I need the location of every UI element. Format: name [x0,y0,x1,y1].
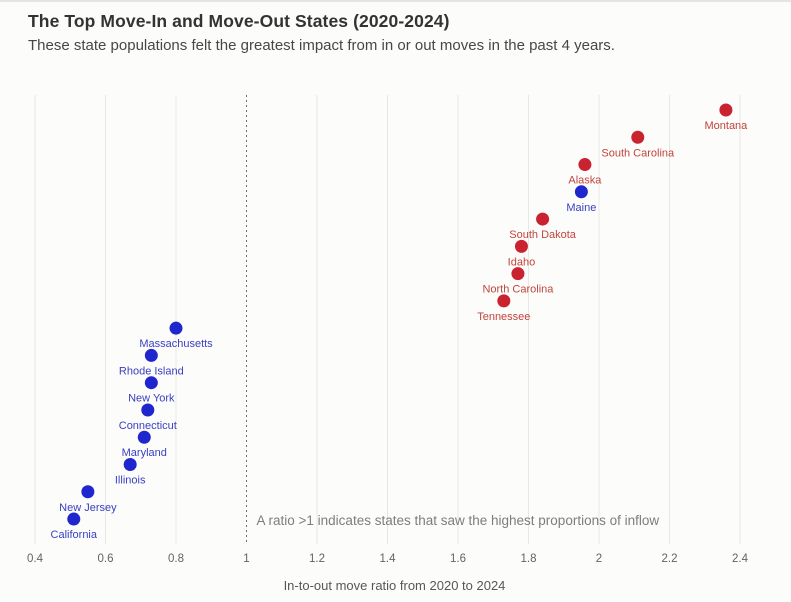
x-tick-label: 1.8 [521,553,537,565]
data-label-illinois: Illinois [115,475,146,487]
data-point-new-jersey [81,485,95,499]
data-label-connecticut: Connecticut [119,420,177,432]
data-label-alaska: Alaska [568,175,602,187]
x-tick-label: 0.6 [98,553,114,565]
data-label-north-carolina: North Carolina [482,284,554,296]
x-tick-label: 1.2 [309,553,325,565]
data-label-south-carolina: South Carolina [601,147,675,159]
data-point-south-dakota [536,212,550,226]
data-point-south-carolina [631,130,645,144]
x-tick-label: 2.4 [732,553,749,565]
x-tick-label: 0.8 [168,553,184,565]
x-axis-title: In-to-out move ratio from 2020 to 2024 [284,578,506,593]
x-tick-label: 1 [243,553,249,565]
data-label-south-dakota: South Dakota [509,229,577,241]
data-label-new-jersey: New Jersey [59,502,117,514]
data-point-idaho [514,239,528,253]
data-label-maryland: Maryland [122,447,167,459]
page-title: The Top Move-In and Move-Out States (202… [28,11,450,31]
x-tick-label: 0.4 [27,553,44,565]
data-label-new-york: New York [128,393,175,405]
data-label-massachusetts: Massachusetts [139,338,213,350]
x-tick-label: 1.4 [380,553,397,565]
data-label-california: California [51,529,98,541]
data-point-maryland [137,430,151,444]
scatter-chart: 0.4 0.6 0.8 1 1.2 1.4 1.6 1.8 2 2.2 2.4 In-to-out m… [0,82,791,602]
data-point-connecticut [141,403,155,417]
data-point-california [67,512,81,526]
chart-header: The Top Move-In and Move-Out States (202… [28,10,771,54]
data-label-maine: Maine [566,202,596,214]
data-point-alaska [578,158,592,172]
x-tick-label: 2.2 [662,553,678,565]
data-point-maine [574,185,588,199]
annotation-ratio-note: A ratio >1 indicates states that saw the… [257,513,660,528]
data-label-idaho: Idaho [508,256,536,268]
scatter-plot-svg: 0.4 0.6 0.8 1 1.2 1.4 1.6 1.8 2 2.2 2.4 In-to-out m… [27,95,749,593]
x-tick-label: 2 [596,553,602,565]
data-point-rhode-island [144,348,158,362]
page-subtitle: These state populations felt the greates… [28,36,615,54]
data-point-north-carolina [511,267,525,281]
data-label-tennessee: Tennessee [477,311,530,323]
data-label-montana: Montana [704,120,748,132]
data-point-illinois [123,458,137,472]
data-label-rhode-island: Rhode Island [119,365,184,377]
data-point-montana [719,103,733,117]
data-point-new-york [144,376,158,390]
data-point-tennessee [497,294,511,308]
x-tick-label: 1.6 [450,553,466,565]
data-point-massachusetts [169,321,183,335]
